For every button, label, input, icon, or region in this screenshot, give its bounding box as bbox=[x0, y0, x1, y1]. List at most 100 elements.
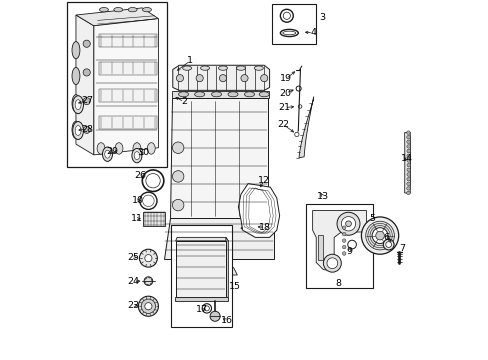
Text: 16: 16 bbox=[220, 316, 232, 325]
Circle shape bbox=[342, 226, 346, 229]
Text: 20: 20 bbox=[279, 89, 291, 98]
Circle shape bbox=[406, 173, 409, 176]
Circle shape bbox=[406, 186, 409, 190]
Text: 25: 25 bbox=[127, 253, 139, 262]
Text: 27: 27 bbox=[81, 96, 93, 105]
Circle shape bbox=[142, 195, 154, 207]
Ellipse shape bbox=[211, 92, 221, 97]
Ellipse shape bbox=[72, 121, 80, 138]
Ellipse shape bbox=[114, 8, 122, 12]
Polygon shape bbox=[241, 225, 255, 232]
Circle shape bbox=[139, 249, 157, 267]
Circle shape bbox=[361, 217, 398, 254]
Ellipse shape bbox=[182, 66, 191, 70]
Text: 26: 26 bbox=[134, 171, 146, 180]
Circle shape bbox=[176, 75, 183, 82]
Text: 14: 14 bbox=[400, 154, 412, 163]
Ellipse shape bbox=[72, 67, 80, 85]
Polygon shape bbox=[238, 184, 279, 237]
Circle shape bbox=[145, 174, 160, 188]
Circle shape bbox=[219, 75, 226, 82]
Circle shape bbox=[406, 177, 409, 181]
Text: 30: 30 bbox=[137, 148, 149, 157]
Bar bbox=[143, 212, 164, 226]
Circle shape bbox=[138, 296, 158, 316]
Ellipse shape bbox=[194, 92, 204, 97]
Circle shape bbox=[294, 132, 298, 136]
Ellipse shape bbox=[178, 92, 188, 97]
Text: 7: 7 bbox=[399, 244, 405, 253]
Ellipse shape bbox=[254, 66, 263, 70]
Circle shape bbox=[383, 239, 393, 250]
Text: 22: 22 bbox=[277, 120, 288, 129]
Circle shape bbox=[172, 142, 183, 153]
Polygon shape bbox=[404, 132, 410, 193]
Bar bbox=[171, 225, 231, 327]
Polygon shape bbox=[298, 97, 313, 158]
Bar bbox=[272, 4, 316, 44]
Polygon shape bbox=[175, 241, 225, 297]
Circle shape bbox=[296, 86, 301, 91]
Ellipse shape bbox=[72, 95, 80, 112]
Ellipse shape bbox=[75, 126, 81, 135]
Ellipse shape bbox=[115, 143, 122, 154]
Circle shape bbox=[140, 192, 157, 210]
Polygon shape bbox=[225, 237, 228, 300]
Polygon shape bbox=[169, 98, 267, 218]
Circle shape bbox=[204, 306, 209, 311]
Bar bbox=[67, 3, 167, 167]
Text: 23: 23 bbox=[127, 301, 139, 310]
Circle shape bbox=[196, 75, 203, 82]
Circle shape bbox=[210, 311, 220, 321]
Text: 4: 4 bbox=[310, 28, 316, 37]
Polygon shape bbox=[94, 19, 158, 155]
Circle shape bbox=[336, 212, 359, 235]
Text: 8: 8 bbox=[335, 279, 341, 288]
Polygon shape bbox=[312, 211, 366, 270]
Text: 12: 12 bbox=[258, 176, 270, 185]
Circle shape bbox=[406, 168, 410, 172]
Circle shape bbox=[406, 135, 409, 139]
Polygon shape bbox=[174, 297, 228, 301]
Text: 3: 3 bbox=[319, 13, 325, 22]
Text: 15: 15 bbox=[228, 282, 240, 291]
Text: 19: 19 bbox=[279, 75, 291, 84]
Circle shape bbox=[141, 299, 155, 314]
Ellipse shape bbox=[72, 41, 80, 59]
Circle shape bbox=[144, 277, 152, 285]
Text: 13: 13 bbox=[316, 192, 328, 201]
Bar bbox=[99, 35, 156, 47]
Ellipse shape bbox=[200, 66, 209, 70]
Circle shape bbox=[345, 221, 351, 226]
Text: 21: 21 bbox=[278, 103, 290, 112]
Circle shape bbox=[342, 232, 346, 236]
Ellipse shape bbox=[128, 8, 137, 12]
Ellipse shape bbox=[73, 122, 83, 139]
Circle shape bbox=[342, 252, 346, 255]
Polygon shape bbox=[76, 15, 94, 155]
Text: 24: 24 bbox=[127, 276, 139, 285]
Text: 18: 18 bbox=[259, 223, 271, 232]
Polygon shape bbox=[317, 234, 322, 260]
Circle shape bbox=[280, 9, 293, 22]
Ellipse shape bbox=[147, 143, 155, 154]
Circle shape bbox=[142, 170, 163, 192]
Ellipse shape bbox=[227, 92, 238, 97]
Circle shape bbox=[371, 228, 387, 243]
Ellipse shape bbox=[75, 100, 81, 110]
Bar bbox=[99, 116, 156, 129]
Circle shape bbox=[172, 199, 183, 211]
Ellipse shape bbox=[133, 143, 141, 154]
Ellipse shape bbox=[218, 66, 227, 70]
Circle shape bbox=[406, 154, 410, 158]
Circle shape bbox=[83, 69, 90, 76]
Ellipse shape bbox=[142, 8, 151, 12]
Text: 9: 9 bbox=[346, 247, 351, 256]
Ellipse shape bbox=[282, 31, 295, 35]
Circle shape bbox=[406, 149, 409, 153]
Ellipse shape bbox=[244, 92, 254, 97]
Circle shape bbox=[172, 171, 183, 182]
Circle shape bbox=[241, 75, 247, 82]
Circle shape bbox=[83, 126, 90, 134]
Text: 11: 11 bbox=[131, 214, 142, 223]
